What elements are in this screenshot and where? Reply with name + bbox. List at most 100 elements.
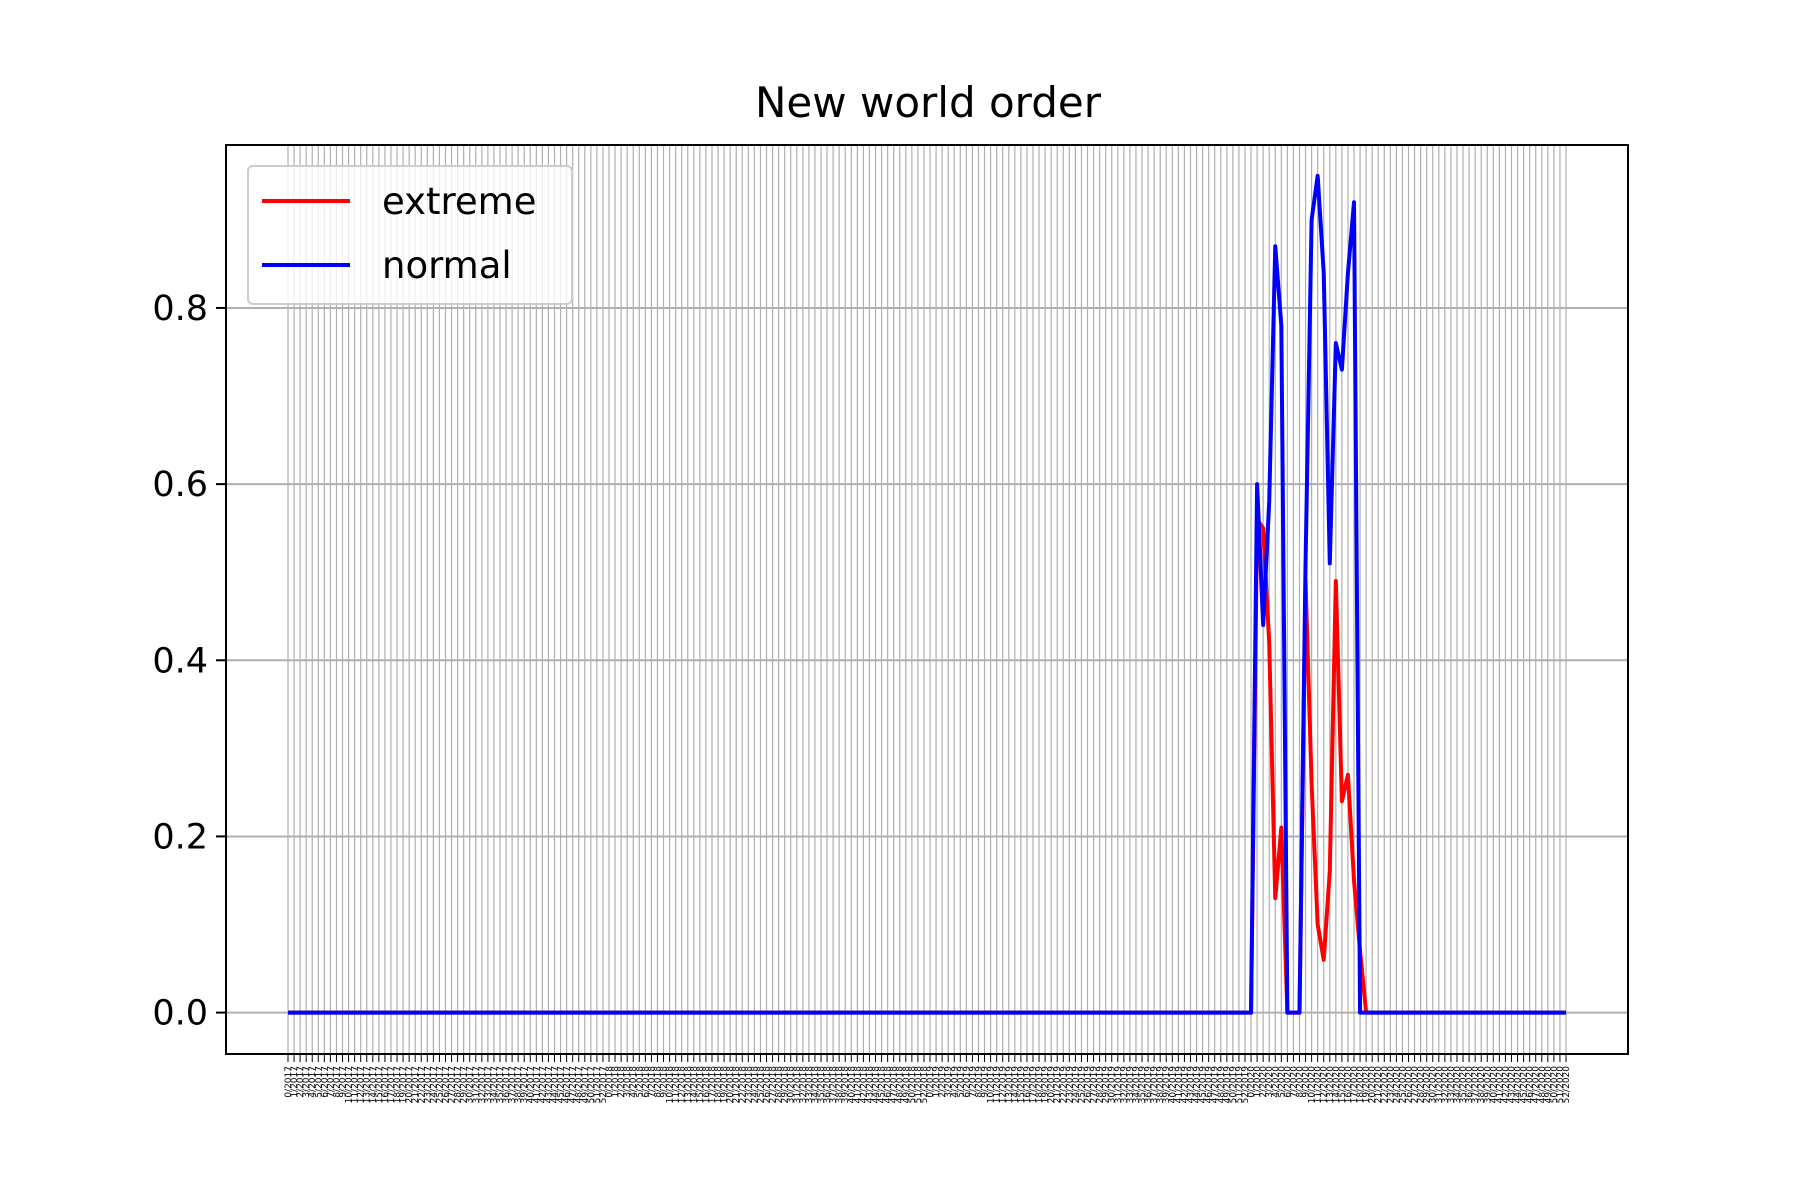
x-tick-label: 27/2017 [448, 1066, 458, 1103]
x-tick-label: 42/2019 [1180, 1066, 1190, 1104]
x-tick-label: 30/2019 [1108, 1066, 1118, 1104]
x-tick-label: 0/2019 [926, 1066, 936, 1098]
x-tick-label: 12/2017 [357, 1066, 367, 1103]
x-tick-label: 26/2018 [762, 1066, 772, 1104]
x-tick-label: 37/2017 [508, 1066, 518, 1103]
x-tick-label: 18/2018 [714, 1066, 724, 1104]
x-tick-label: 6/2017 [320, 1066, 330, 1098]
x-tick-label: 41/2020 [1495, 1066, 1505, 1104]
x-tick-label: 45/2017 [557, 1066, 567, 1103]
x-tick-label: 9/2018 [660, 1066, 670, 1098]
x-tick-label: 46/2020 [1526, 1066, 1536, 1104]
x-tick-label: 27/2018 [769, 1066, 779, 1104]
x-tick-label: 19/2019 [1041, 1066, 1051, 1104]
x-tick-label: 29/2020 [1423, 1066, 1433, 1104]
x-tick-label: 51/2019 [1235, 1066, 1245, 1104]
x-tick-label: 0/2018 [605, 1066, 615, 1098]
x-tick-label: 5/2017 [314, 1066, 324, 1098]
x-tick-label: 2/2017 [296, 1066, 306, 1098]
x-tick-label: 43/2019 [1186, 1066, 1196, 1104]
x-tick-label: 35/2017 [496, 1066, 506, 1103]
legend-label-extreme: extreme [382, 180, 537, 223]
x-tick-label: 50/2018 [908, 1066, 918, 1104]
x-tick-label: 40/2018 [847, 1066, 857, 1104]
x-tick-label: 30/2018 [787, 1066, 797, 1104]
x-tick-label: 35/2019 [1138, 1066, 1148, 1104]
x-tick-label: 3/2017 [302, 1066, 312, 1098]
x-tick-label: 32/2020 [1441, 1066, 1451, 1104]
x-tick-label: 36/2020 [1465, 1066, 1475, 1104]
grid [226, 145, 1628, 1054]
x-tick-label: 23/2017 [423, 1066, 433, 1103]
x-tick-label: 50/2017 [587, 1066, 597, 1103]
x-tick-label: 13/2017 [363, 1066, 373, 1103]
x-tick-label: 13/2018 [684, 1066, 694, 1104]
series-line-normal [288, 173, 1566, 1015]
x-tick-label: 2/2018 [617, 1066, 627, 1098]
x-tick-label: 6/2019 [962, 1066, 972, 1098]
x-tick-label: 26/2019 [1084, 1066, 1094, 1104]
x-tick-label: 31/2020 [1435, 1066, 1445, 1104]
x-tick-label: 4/2020 [1271, 1066, 1281, 1098]
x-tick-label: 15/2020 [1338, 1066, 1348, 1104]
x-tick-label: 20/2020 [1368, 1066, 1378, 1104]
x-tick-label: 33/2017 [484, 1066, 494, 1103]
x-tick-label: 15/2017 [375, 1066, 385, 1103]
x-tick-label: 44/2017 [551, 1066, 561, 1103]
x-tick-label: 34/2020 [1453, 1066, 1463, 1104]
x-tick-label: 48/2019 [1217, 1066, 1227, 1104]
x-tick-label: 10/2019 [987, 1066, 997, 1104]
x-tick-label: 31/2017 [472, 1066, 482, 1103]
x-tick-label: 22/2020 [1380, 1066, 1390, 1104]
x-tick-label: 18/2017 [393, 1066, 403, 1103]
x-tick-label: 41/2018 [853, 1066, 863, 1104]
x-tick-label: 1/2019 [932, 1066, 942, 1098]
x-tick-label: 11/2017 [351, 1066, 361, 1103]
x-tick-label: 17/2017 [387, 1066, 397, 1103]
x-tick-label: 24/2020 [1392, 1066, 1402, 1104]
x-tick-label: 33/2018 [805, 1066, 815, 1104]
x-tick-label: 9/2017 [339, 1066, 349, 1098]
x-tick-label: 29/2019 [1102, 1066, 1112, 1104]
x-tick-label: 17/2020 [1350, 1066, 1360, 1104]
x-tick-label: 46/2017 [563, 1066, 573, 1103]
chart-title: New world order [755, 78, 1102, 127]
x-tick-label: 35/2018 [817, 1066, 827, 1104]
x-tick-label: 8/2017 [332, 1066, 342, 1098]
x-tick-label: 25/2020 [1398, 1066, 1408, 1104]
x-tick-label: 24/2018 [750, 1066, 760, 1104]
legend: extreme normal [247, 165, 573, 305]
x-tick-label: 21/2017 [411, 1066, 421, 1103]
x-tick-label: 37/2018 [829, 1066, 839, 1104]
plot-frame [225, 144, 1629, 1055]
x-tick-label: 13/2020 [1326, 1066, 1336, 1104]
x-tick-label: 28/2020 [1417, 1066, 1427, 1104]
x-tick-label: 15/2018 [696, 1066, 706, 1104]
x-tick-label: 51/2020 [1556, 1066, 1566, 1104]
x-tick-label: 48/2017 [575, 1066, 585, 1103]
x-tick-label: 19/2020 [1362, 1066, 1372, 1104]
x-tick-label: 3/2019 [944, 1066, 954, 1098]
x-tick-label: 48/2020 [1538, 1066, 1548, 1104]
x-tick-label: 8/2020 [1295, 1066, 1305, 1098]
x-tick-label: 7/2017 [326, 1066, 336, 1098]
x-tick-label: 40/2019 [1168, 1066, 1178, 1104]
x-tick-label: 44/2018 [872, 1066, 882, 1104]
x-tick-label: 0/2020 [1247, 1066, 1257, 1098]
x-tick-label: 8/2018 [653, 1066, 663, 1098]
x-tick-label: 51/2018 [914, 1066, 924, 1104]
x-tick-label: 15/2019 [1017, 1066, 1027, 1104]
x-tick-label: 36/2017 [502, 1066, 512, 1103]
x-tick-label: 2/2019 [938, 1066, 948, 1098]
y-tick-label: 0.4 [152, 641, 208, 681]
x-tick-label: 16/2020 [1344, 1066, 1354, 1104]
x-tick-label: 11/2020 [1314, 1066, 1324, 1104]
x-tick-label: 27/2019 [1090, 1066, 1100, 1104]
x-tick-label: 28/2017 [454, 1066, 464, 1103]
x-tick-label: 46/2018 [884, 1066, 894, 1104]
x-tick-label: 18/2020 [1356, 1066, 1366, 1104]
x-tick-label: 10/2018 [666, 1066, 676, 1104]
x-tick-label: 34/2019 [1132, 1066, 1142, 1104]
x-tick-label: 49/2017 [581, 1066, 591, 1103]
y-tick-label: 0.2 [152, 817, 208, 857]
